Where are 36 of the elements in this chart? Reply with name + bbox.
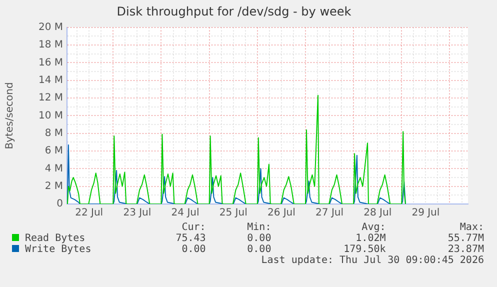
text: 55.77M <box>446 233 484 244</box>
text: 179.50k <box>342 244 386 255</box>
text: 0.00 <box>246 244 272 255</box>
text: 0.00 <box>180 244 206 255</box>
y-tick-label: 8 M <box>44 128 63 139</box>
y-tick-label: 20 M <box>38 22 63 33</box>
y-tick-label: 6 M <box>44 146 63 157</box>
y-tick-label: 18 M <box>38 40 63 51</box>
x-tick-label: 23 Jul <box>123 208 152 219</box>
text: 1.02M <box>354 233 386 244</box>
y-tick-label: 0 <box>56 198 63 210</box>
x-tick-label: 29 Jul <box>412 208 440 219</box>
x-tick-label: 24 Jul <box>171 208 200 219</box>
text: Cur: <box>180 222 206 233</box>
x-tick-label: 25 Jul <box>219 208 248 219</box>
y-tick-label: 2 M <box>44 180 63 192</box>
text: 23.87M <box>446 244 484 255</box>
text: Min: <box>246 222 272 233</box>
text: Last update: Thu Jul 30 09:00:45 2026 <box>260 255 484 266</box>
x-tick-label: 28 Jul <box>364 208 392 219</box>
y-tick-label: 12 M <box>38 92 63 104</box>
chart-title: Disk throughput for /dev/sdg - by week <box>116 4 352 18</box>
text: Max: <box>458 222 484 233</box>
x-tick-label: 22 Jul <box>75 208 104 219</box>
y-tick-label: 10 M <box>38 110 63 122</box>
y-tick-label: 16 M <box>38 57 63 68</box>
y-tick-label: 4 M <box>44 163 63 174</box>
text: 0.00 <box>246 233 272 244</box>
legend-label: Write Bytes <box>25 244 92 255</box>
x-tick-label: 27 Jul <box>316 208 344 219</box>
text: 75.43 <box>174 233 206 244</box>
legend-label: Read Bytes <box>25 233 86 244</box>
text: Avg: <box>360 222 386 233</box>
x-tick-label: 26 Jul <box>267 208 296 219</box>
y-axis-title: Bytes/second <box>4 82 16 150</box>
y-tick-label: 14 M <box>38 74 63 86</box>
